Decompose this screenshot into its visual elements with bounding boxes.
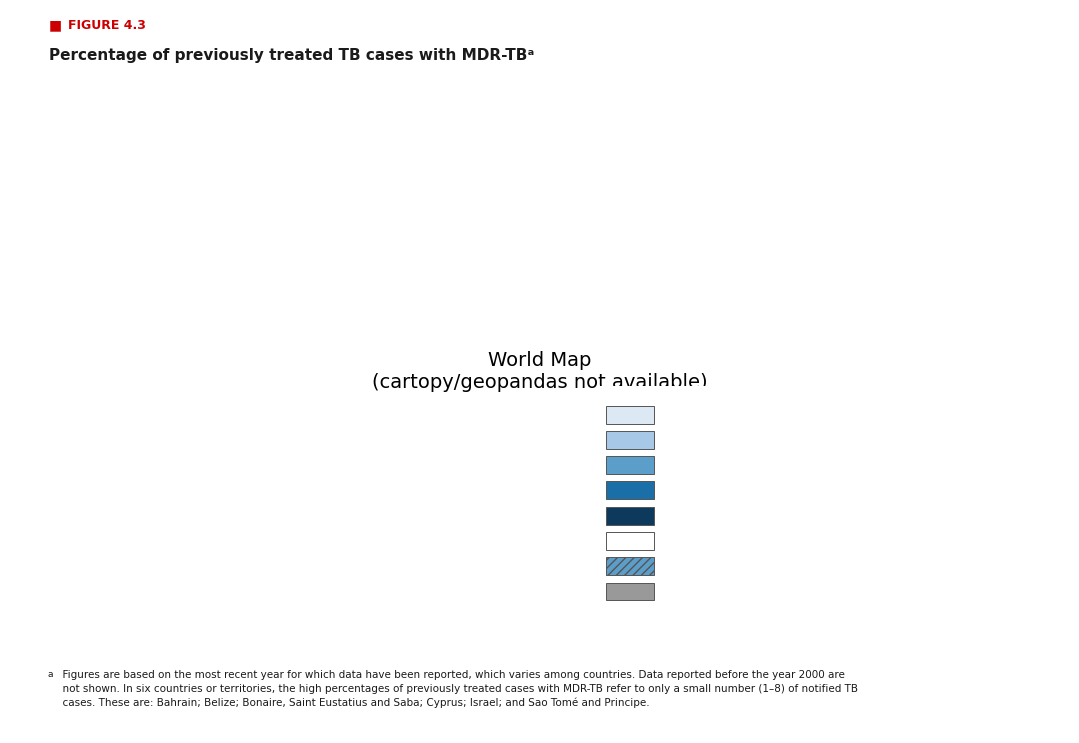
- Text: 30–49.9: 30–49.9: [665, 484, 711, 497]
- Text: 6–11.9: 6–11.9: [665, 433, 705, 447]
- Text: World Map
(cartopy/geopandas not available): World Map (cartopy/geopandas not availab…: [371, 351, 708, 392]
- Text: 12–29.9: 12–29.9: [665, 458, 712, 472]
- Text: Percentage of previously treated TB cases with MDR-TBᵃ: Percentage of previously treated TB case…: [49, 48, 534, 63]
- Text: Subnational data only: Subnational data only: [665, 559, 794, 573]
- Text: FIGURE 4.3: FIGURE 4.3: [68, 19, 146, 31]
- Text: Not applicable: Not applicable: [665, 585, 750, 598]
- Text: ≥50: ≥50: [665, 509, 689, 522]
- Text: a: a: [47, 670, 53, 679]
- Text: No data: No data: [665, 534, 711, 548]
- Text: ■: ■: [49, 19, 67, 33]
- Text: 0–5.9: 0–5.9: [665, 408, 697, 421]
- Text: Figures are based on the most recent year for which data have been reported, whi: Figures are based on the most recent yea…: [56, 670, 858, 708]
- Text: Percentage
of cases: Percentage of cases: [606, 392, 673, 421]
